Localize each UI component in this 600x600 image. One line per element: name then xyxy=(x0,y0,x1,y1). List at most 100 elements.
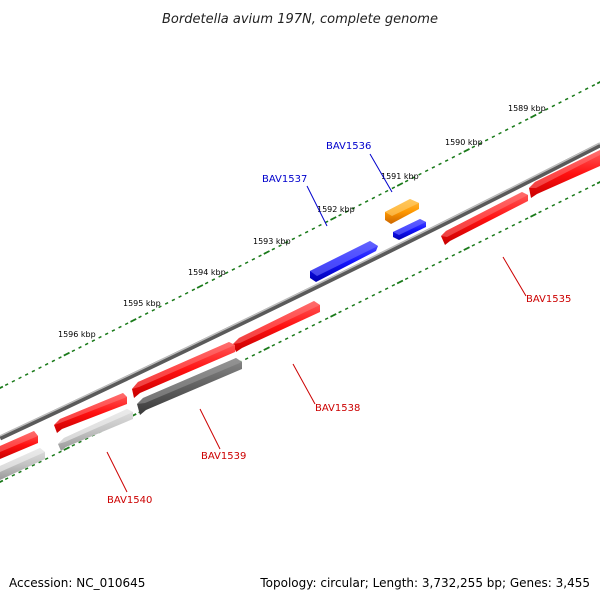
ruler-label: 1589 kbp xyxy=(508,104,546,113)
reverse-gene-bav1539[interactable] xyxy=(132,342,235,398)
reverse-gene-bav1535[interactable] xyxy=(441,192,528,245)
tick-mark xyxy=(524,217,529,221)
tick-mark xyxy=(558,101,562,104)
reverse-gene-bav1540[interactable] xyxy=(54,393,127,433)
gene-label-bav1540[interactable]: BAV1540 xyxy=(107,495,152,506)
tick-mark xyxy=(544,107,549,111)
tick-mark xyxy=(491,135,496,139)
tick-mark xyxy=(238,264,242,268)
tick-mark xyxy=(371,196,376,200)
reverse-gene-bav1538[interactable] xyxy=(233,301,320,352)
tick-mark xyxy=(244,357,249,361)
tick-mark xyxy=(478,142,482,145)
outer-tick-track xyxy=(0,80,600,389)
tick-mark xyxy=(596,80,600,85)
tick-mark xyxy=(511,223,516,227)
tick-mark xyxy=(344,210,349,214)
tick-mark xyxy=(544,207,549,211)
grey-feature-light[interactable] xyxy=(58,409,133,451)
grey-feature-left[interactable] xyxy=(0,448,45,480)
tick-mark xyxy=(151,308,156,312)
tick-mark xyxy=(63,446,70,451)
tick-mark xyxy=(224,271,229,275)
tick-mark xyxy=(358,300,362,304)
tick-mark xyxy=(518,121,522,125)
tick-mark xyxy=(431,263,436,267)
tick-mark xyxy=(463,246,470,251)
tick-mark xyxy=(204,281,209,285)
tick-mark xyxy=(58,356,62,359)
gene-label-bav1535[interactable]: BAV1535 xyxy=(526,294,571,305)
tick-mark xyxy=(318,320,322,324)
tick-mark xyxy=(498,131,502,135)
tick-mark xyxy=(471,243,476,247)
gene-label-bav1538[interactable]: BAV1538 xyxy=(315,403,360,414)
tick-mark xyxy=(38,366,42,370)
tick-mark xyxy=(364,297,369,301)
tick-mark xyxy=(591,84,596,87)
tick-mark xyxy=(484,237,489,241)
tick-mark xyxy=(404,179,409,183)
map-title: Bordetella avium 197N, complete genome xyxy=(162,12,438,27)
tick-mark xyxy=(324,317,329,321)
tick-mark xyxy=(538,210,542,214)
tick-mark xyxy=(391,186,396,190)
tick-mark xyxy=(278,340,282,344)
tick-mark xyxy=(530,213,537,218)
tick-mark xyxy=(384,189,389,193)
orange-feature[interactable] xyxy=(385,199,419,224)
tick-mark xyxy=(271,247,276,251)
reverse-gene-left[interactable] xyxy=(0,431,38,459)
tick-mark xyxy=(411,273,416,277)
tick-mark xyxy=(78,346,82,349)
tick-mark xyxy=(111,329,116,332)
tick-mark xyxy=(278,244,282,248)
tick-mark xyxy=(158,305,162,309)
tick-mark xyxy=(498,230,502,234)
tick-mark xyxy=(263,346,270,351)
tick-mark xyxy=(558,200,562,204)
genome-backbone xyxy=(0,142,600,441)
tick-mark xyxy=(338,310,342,314)
tick-mark xyxy=(551,203,556,207)
tick-mark xyxy=(130,318,137,323)
ruler-label: 1593 kbp xyxy=(253,237,291,246)
tick-mark xyxy=(371,293,376,297)
tick-mark xyxy=(44,457,49,461)
tick-mark xyxy=(584,87,589,91)
gene-label-bav1539[interactable]: BAV1539 xyxy=(201,451,246,462)
tick-mark xyxy=(11,379,16,383)
ruler-label: 1595 kbp xyxy=(123,299,161,308)
tick-mark xyxy=(391,283,396,287)
tick-mark xyxy=(484,138,489,142)
tick-mark xyxy=(91,339,96,343)
tick-mark xyxy=(564,97,569,101)
tick-mark xyxy=(211,278,216,282)
tick-mark xyxy=(438,162,442,166)
forward-gene-bav1536[interactable] xyxy=(393,219,426,240)
tick-mark xyxy=(191,288,196,292)
grey-feature-dark[interactable] xyxy=(137,358,242,415)
tick-mark xyxy=(530,113,537,119)
ruler-label: 1591 kbp xyxy=(381,172,419,181)
tick-mark xyxy=(524,118,529,121)
tick-mark xyxy=(458,152,462,156)
gene-label-bav1536[interactable]: BAV1536 xyxy=(326,141,371,152)
tick-mark xyxy=(138,315,142,319)
tick-mark xyxy=(71,443,76,447)
tick-mark xyxy=(378,290,382,294)
reverse-gene-edge[interactable] xyxy=(529,150,600,198)
tick-mark xyxy=(458,250,462,254)
tick-mark xyxy=(31,369,36,373)
tick-mark xyxy=(18,470,22,474)
forward-gene-bav1537[interactable] xyxy=(310,241,378,282)
tick-mark xyxy=(24,373,29,376)
tick-mark xyxy=(0,479,4,483)
gene-label-bav1537[interactable]: BAV1537 xyxy=(262,174,307,185)
tick-mark xyxy=(504,227,509,231)
tick-mark xyxy=(351,206,356,210)
tick-mark xyxy=(396,182,404,187)
tick-mark xyxy=(351,303,356,307)
tick-mark xyxy=(504,128,509,132)
